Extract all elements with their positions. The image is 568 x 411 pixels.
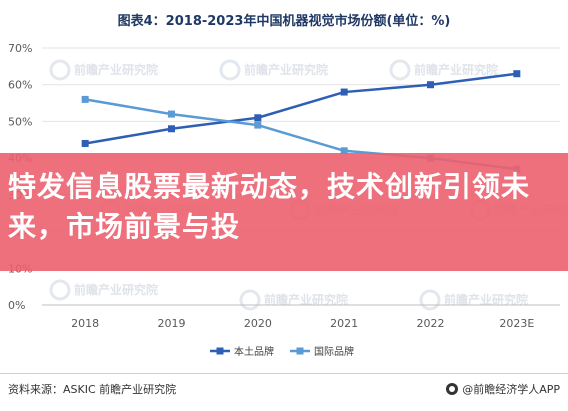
- legend-label: 本土品牌: [234, 345, 274, 358]
- watermark: 前瞻产业研究院: [49, 279, 158, 301]
- watermark-text: 前瞻产业研究院: [444, 292, 528, 307]
- watermark: 前瞻产业研究院: [239, 289, 348, 311]
- data-point: [254, 114, 262, 122]
- watermark-text: 前瞻产业研究院: [264, 292, 348, 307]
- data-point: [168, 110, 175, 118]
- x-axis-ticks: 2018 2019 2020 2021 2022 2023E: [71, 317, 534, 330]
- data-point: [340, 88, 348, 96]
- y-tick-label: 70%: [8, 42, 32, 55]
- y-tick-label: 0%: [8, 299, 25, 312]
- chart-legend: 本土品牌 国际品牌: [210, 345, 354, 358]
- watermark: 前瞻产业研究院: [419, 289, 528, 311]
- watermark-logo-icon: [49, 279, 71, 301]
- watermark-logo-icon: [389, 59, 411, 81]
- brand-label: @前瞻经济学人APP: [462, 383, 560, 396]
- data-point: [254, 121, 262, 129]
- data-point: [81, 139, 89, 147]
- legend-marker-icon: [296, 347, 304, 355]
- data-point: [168, 125, 175, 133]
- watermark-logo-icon: [219, 59, 241, 81]
- chart-title: 图表4：2018-2023年中国机器视觉市场份额(单位：%): [117, 14, 451, 29]
- data-point: [513, 70, 521, 78]
- watermark: 前瞻产业研究院: [389, 59, 498, 81]
- data-point: [427, 81, 434, 89]
- data-point: [81, 95, 89, 103]
- watermark-logo-icon: [419, 289, 441, 311]
- watermark-logo-icon: [239, 289, 261, 311]
- watermark-logo-icon: [49, 59, 71, 81]
- x-tick-label: 2023E: [499, 317, 534, 330]
- watermark: 前瞻产业研究院: [219, 59, 328, 81]
- y-tick-label: 60%: [8, 79, 32, 92]
- watermark: 前瞻产业研究院: [49, 59, 158, 81]
- brand-logo-icon: [446, 383, 459, 395]
- footer-divider: [0, 373, 568, 374]
- x-tick-label: 2020: [244, 317, 272, 330]
- watermark-text: 前瞻产业研究院: [414, 62, 498, 77]
- footer-brand: @前瞻经济学人APP: [446, 381, 560, 397]
- y-tick-label: 50%: [8, 115, 32, 128]
- series-line: [84, 72, 517, 145]
- data-point: [340, 147, 348, 155]
- banner-headline[interactable]: 特发信息股票最新动态，技术创新引领未来，市场前景与投: [8, 170, 531, 243]
- legend-label: 国际品牌: [314, 345, 354, 358]
- x-tick-label: 2022: [417, 317, 445, 330]
- legend-marker-icon: [216, 347, 224, 355]
- watermark-text: 前瞻产业研究院: [74, 282, 158, 297]
- x-tick-label: 2021: [330, 317, 358, 330]
- source-note: 资料来源：ASKIC 前瞻产业研究院: [8, 383, 177, 396]
- watermark-text: 前瞻产业研究院: [74, 62, 158, 77]
- x-tick-label: 2018: [71, 317, 99, 330]
- x-tick-label: 2019: [158, 317, 186, 330]
- watermark-text: 前瞻产业研究院: [244, 62, 328, 77]
- news-banner[interactable]: 特发信息股票最新动态，技术创新引领未来，市场前景与投: [0, 153, 568, 271]
